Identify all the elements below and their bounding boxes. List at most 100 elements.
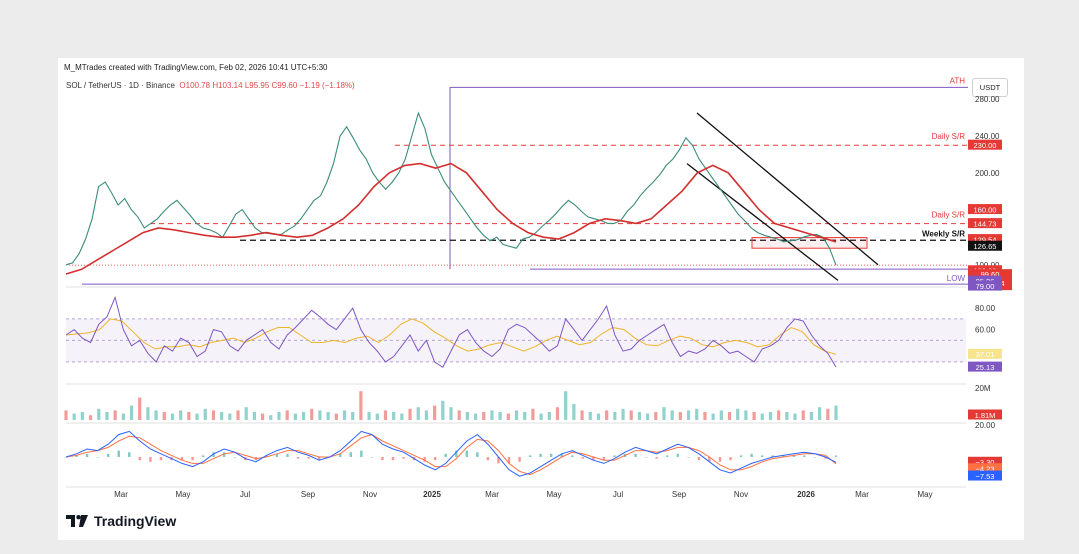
volume-bar <box>301 412 306 420</box>
macd-histogram-bar <box>655 457 658 459</box>
volume-bar <box>105 412 109 420</box>
currency-button[interactable]: USDT <box>972 78 1008 97</box>
volume-bar <box>424 410 429 420</box>
badge-144-bg <box>968 218 1002 229</box>
volume-bar <box>179 410 183 420</box>
macd-badge-hist-bg <box>968 456 1002 467</box>
volume-bar <box>187 412 191 420</box>
badge-160-bg <box>968 204 1002 215</box>
badge-144: 144.73 <box>974 219 997 228</box>
volume-bar <box>637 412 642 420</box>
volume-bar <box>613 412 617 420</box>
volume-bar <box>228 413 232 420</box>
rsi-badge-bg <box>968 361 1002 372</box>
macd-badge-hist: −3.30 <box>976 458 995 467</box>
volume-bar <box>367 412 371 420</box>
ohlc-open: O100.78 <box>179 81 211 90</box>
macd-histogram-bar <box>455 450 458 457</box>
volume-bar <box>654 412 658 420</box>
volume-bar <box>588 412 592 420</box>
range-box <box>751 237 868 249</box>
macd-histogram-bar <box>317 457 321 461</box>
macd-histogram-bar <box>571 455 574 457</box>
volume-bar <box>97 408 101 420</box>
macd-histogram-bar <box>296 457 300 459</box>
volume-bar <box>498 412 502 420</box>
macd-histogram-bar <box>718 457 722 462</box>
volume-bar <box>129 405 134 420</box>
x-axis-label: Sep <box>672 490 687 499</box>
macd-histogram-bar <box>201 455 205 457</box>
macd-histogram-bar <box>697 457 701 461</box>
volume-bar <box>523 412 527 420</box>
rsi-line <box>65 295 837 369</box>
price-axis-tick: 280.00 <box>975 95 1000 104</box>
macd-histogram-bar <box>465 450 469 457</box>
x-axis-label: Nov <box>363 490 377 499</box>
macd-histogram-bar <box>149 457 152 462</box>
badge-230: 230.00 <box>974 141 997 150</box>
macd-histogram-bar <box>560 453 563 457</box>
volume-bar <box>670 410 674 420</box>
macd-histogram-bar <box>233 457 236 458</box>
macd-histogram-bar <box>813 457 817 458</box>
volume-badge: 1.81M <box>975 411 996 420</box>
macd-histogram-bar <box>75 455 78 457</box>
volume-bar <box>506 413 510 420</box>
badge-129: 129.54 <box>974 235 997 244</box>
macd-histogram-bar <box>782 455 785 457</box>
volume-bar <box>539 413 543 420</box>
macd-histogram-bar <box>85 453 89 457</box>
volume-bar <box>834 405 838 420</box>
volume-bar <box>514 410 519 420</box>
channel-upper <box>696 112 879 266</box>
macd-histogram-bar <box>760 455 764 457</box>
x-axis-label: Nov <box>734 490 748 499</box>
chart-card <box>58 58 1024 540</box>
macd-badge-signal: −4.23 <box>976 465 995 474</box>
brand-name: TradingView <box>94 513 177 529</box>
macd-histogram-bar <box>634 453 637 457</box>
volume-bar <box>473 413 478 420</box>
volume-bar <box>64 410 68 420</box>
macd-histogram-bar <box>644 457 648 458</box>
macd-histogram-bar <box>180 457 184 461</box>
macd-histogram-bar <box>212 452 215 457</box>
volume-bar <box>170 413 175 420</box>
macd-histogram-bar <box>518 457 521 462</box>
x-axis-label: Mar <box>855 490 869 499</box>
macd-histogram-bar <box>834 455 838 457</box>
x-axis-label: Sep <box>301 490 316 499</box>
volume-bar <box>334 413 338 420</box>
moving-average-line <box>65 162 837 275</box>
badge-160: 160.00 <box>974 205 997 214</box>
ohlc-low: L95.95 <box>244 81 270 90</box>
macd-histogram-bar <box>729 457 732 461</box>
price-axis-tick: 200.00 <box>975 169 1000 178</box>
volume-bar <box>801 410 805 420</box>
volume-bar <box>416 407 420 420</box>
volume-bar <box>146 407 150 420</box>
volume-bar <box>277 412 281 420</box>
macd-histogram-bar <box>750 453 753 457</box>
volume-bar <box>113 410 117 420</box>
macd-histogram-bar <box>64 457 68 458</box>
macd-histogram-bar <box>402 457 405 459</box>
badge-79: 79.00 <box>976 282 995 291</box>
macd-histogram-bar <box>381 457 384 461</box>
volume-bar <box>695 408 699 420</box>
rsi-badge-ma: 37.01 <box>976 350 995 359</box>
macd-histogram-bar <box>476 452 479 457</box>
macd-histogram-bar <box>676 453 679 457</box>
volume-bar <box>711 413 715 420</box>
volume-bar <box>809 412 814 420</box>
macd-histogram-bar <box>286 453 289 457</box>
volume-bar <box>310 408 314 420</box>
macd-histogram-bar <box>539 453 542 457</box>
symbol-name: SOL / TetherUS · 1D · Binance <box>66 81 175 90</box>
ohlc-close: C99.60 <box>271 81 298 90</box>
badge-126: 126.65 <box>974 242 997 251</box>
volume-bar <box>154 410 158 420</box>
rsi-axis-tick: 80.00 <box>975 304 996 313</box>
